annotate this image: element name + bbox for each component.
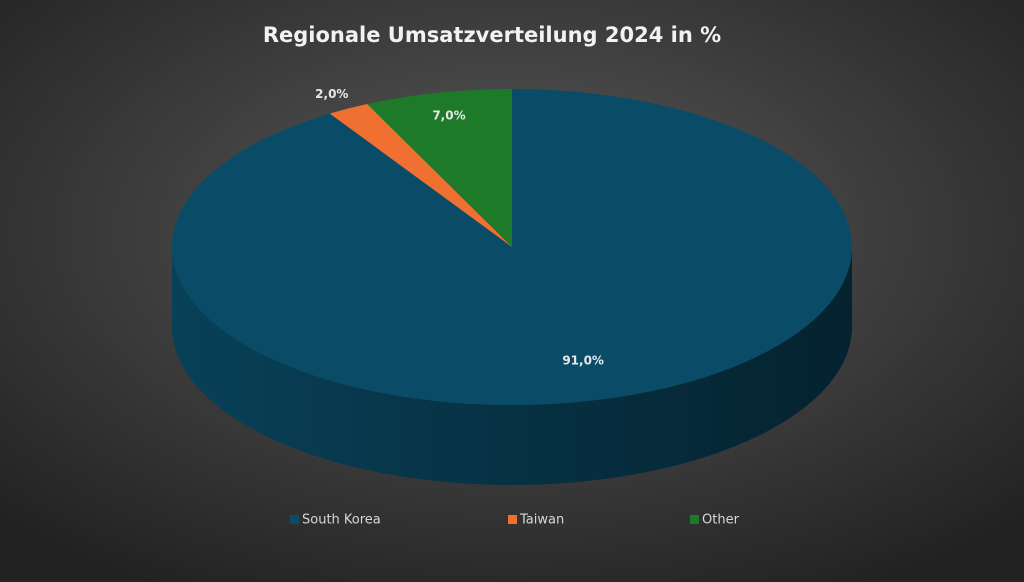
data-label: 2,0% (315, 87, 348, 101)
legend-label: South Korea (302, 513, 381, 528)
legend-swatch (690, 515, 699, 524)
data-label: 7,0% (432, 108, 465, 122)
slice (329, 104, 512, 247)
chart-title: Regionale Umsatzverteilung 2024 in % (263, 23, 721, 47)
data-label: 91,0% (562, 353, 604, 367)
legend-label: Taiwan (519, 513, 564, 528)
slice (172, 89, 852, 405)
legend-swatch (290, 515, 299, 524)
legend-label: Other (702, 513, 740, 528)
slice (367, 89, 512, 247)
slice-side-shade (172, 247, 852, 485)
legend-swatch (508, 515, 517, 524)
